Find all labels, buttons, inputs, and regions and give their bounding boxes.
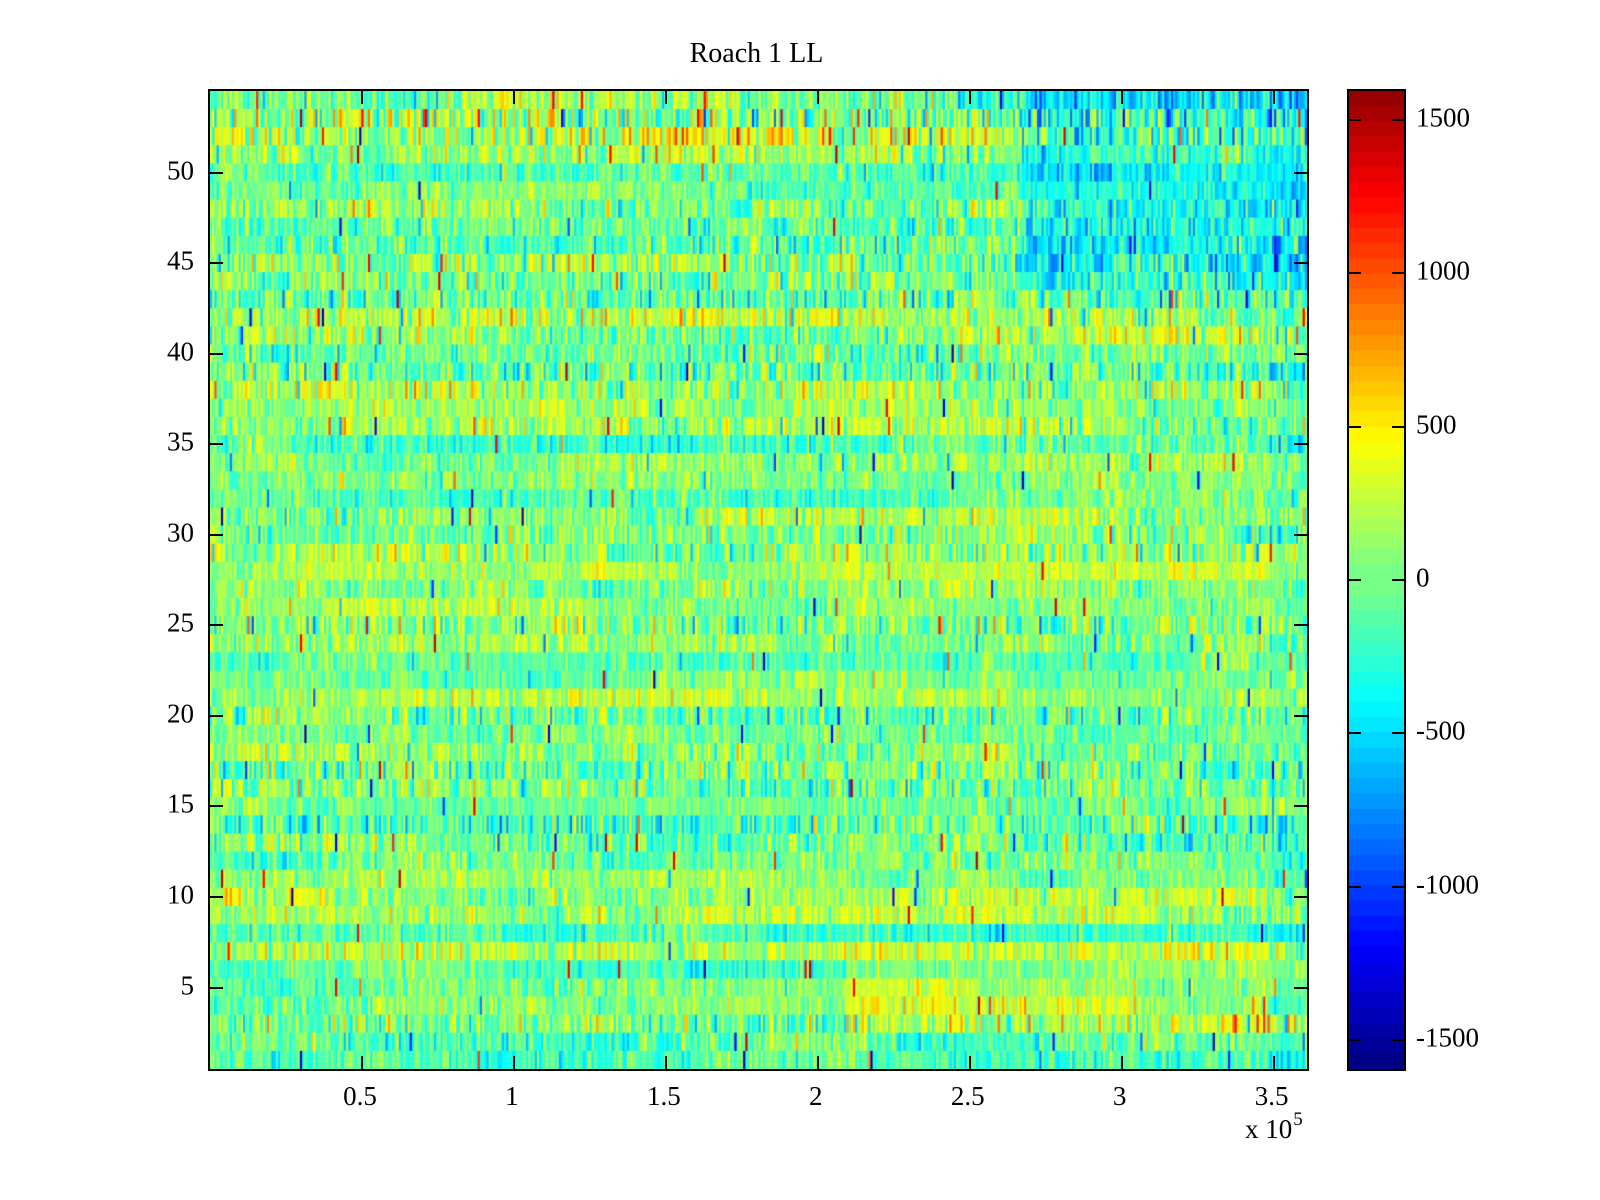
y-tick-mark-right: [1294, 714, 1307, 717]
y-tick-label: 20: [167, 698, 194, 729]
y-tick-mark: [210, 352, 223, 355]
y-tick-mark-right: [1294, 171, 1307, 174]
x-tick-mark: [664, 1056, 667, 1069]
x-tick-mark-top: [1272, 91, 1275, 104]
y-tick-mark-right: [1294, 352, 1307, 355]
x-tick-label: 0.5: [343, 1081, 377, 1111]
colorbar-tick-label: 1500: [1416, 102, 1470, 133]
y-tick-mark: [210, 624, 223, 627]
x-exponent-power: 5: [1293, 1109, 1303, 1130]
x-tick-label: 3.5: [1254, 1081, 1289, 1111]
y-tick-label: 10: [167, 879, 194, 910]
x-tick-mark: [968, 1056, 971, 1069]
y-tick-label: 45: [167, 245, 194, 276]
colorbar-tick-label: 500: [1416, 409, 1457, 440]
colorbar-tick-label: 0: [1416, 562, 1430, 593]
colorbar-tick-mark: [1392, 579, 1404, 581]
colorbar-tick-mark: [1392, 272, 1404, 275]
y-tick-label: 25: [167, 607, 194, 638]
y-tick-mark: [210, 262, 223, 265]
x-tick-label: 2.5: [950, 1081, 985, 1111]
y-tick-mark: [210, 171, 223, 174]
heatmap-canvas: [210, 91, 1307, 1069]
colorbar-tick-label: -500: [1416, 715, 1466, 746]
x-tick-mark-top: [360, 91, 363, 104]
colorbar-tick-mark: [1349, 732, 1361, 735]
y-tick-mark-right: [1294, 805, 1307, 808]
x-exponent-prefix: x 10: [1245, 1114, 1293, 1144]
colorbar-tick-mark: [1349, 425, 1361, 428]
x-tick-mark-top: [968, 91, 971, 104]
y-tick-mark-right: [1294, 624, 1307, 627]
colorbar-tick-mark: [1349, 272, 1361, 275]
colorbar-tick-label: -1000: [1416, 869, 1479, 900]
y-tick-mark: [210, 714, 223, 717]
y-tick-mark: [210, 533, 223, 536]
x-tick-mark-top: [1120, 91, 1123, 104]
colorbar-tick-mark: [1392, 1038, 1404, 1041]
y-tick-mark: [210, 443, 223, 446]
y-tick-mark-right: [1294, 533, 1307, 536]
y-tick-label: 40: [167, 336, 194, 367]
y-tick-mark: [210, 895, 223, 898]
x-tick-mark: [816, 1056, 819, 1069]
y-tick-mark-right: [1294, 986, 1307, 989]
colorbar-tick-mark: [1349, 1038, 1361, 1041]
x-tick-mark: [360, 1056, 363, 1069]
colorbar-tick-label: 1000: [1416, 255, 1470, 286]
colorbar-tick-mark: [1349, 579, 1361, 581]
y-tick-mark-right: [1294, 443, 1307, 446]
x-tick-mark-top: [512, 91, 515, 104]
x-tick-label: 3: [1112, 1081, 1127, 1111]
x-tick-mark: [1120, 1056, 1123, 1069]
y-tick-mark: [210, 986, 223, 989]
y-tick-label: 15: [167, 788, 194, 819]
y-tick-label: 50: [167, 155, 194, 185]
y-tick-label: 30: [167, 517, 194, 548]
colorbar-tick-mark: [1392, 885, 1404, 888]
colorbar-tick-label: -1500: [1416, 1022, 1479, 1053]
x-tick-label: 1.5: [646, 1081, 681, 1111]
y-tick-label: 5: [180, 970, 195, 1000]
x-tick-mark: [1272, 1056, 1275, 1069]
chart-title: Roach 1 LL: [689, 38, 824, 69]
x-axis-exponent-label: x 105: [1245, 1109, 1303, 1145]
y-tick-label: 35: [167, 426, 194, 457]
colorbar-tick-mark: [1392, 732, 1404, 735]
y-tick-mark-right: [1294, 895, 1307, 898]
colorbar: [1347, 89, 1406, 1071]
colorbar-tick-mark: [1349, 885, 1361, 888]
x-tick-mark-top: [664, 91, 667, 104]
x-tick-mark: [512, 1056, 515, 1069]
colorbar-tick-mark: [1349, 119, 1361, 122]
x-tick-label: 1: [505, 1081, 519, 1111]
x-tick-mark-top: [816, 91, 819, 104]
y-tick-mark-right: [1294, 262, 1307, 265]
y-tick-mark: [210, 805, 223, 808]
colorbar-tick-mark: [1392, 119, 1404, 122]
x-tick-label: 2: [809, 1081, 823, 1111]
plot-area: [208, 89, 1309, 1071]
colorbar-tick-mark: [1392, 425, 1404, 428]
